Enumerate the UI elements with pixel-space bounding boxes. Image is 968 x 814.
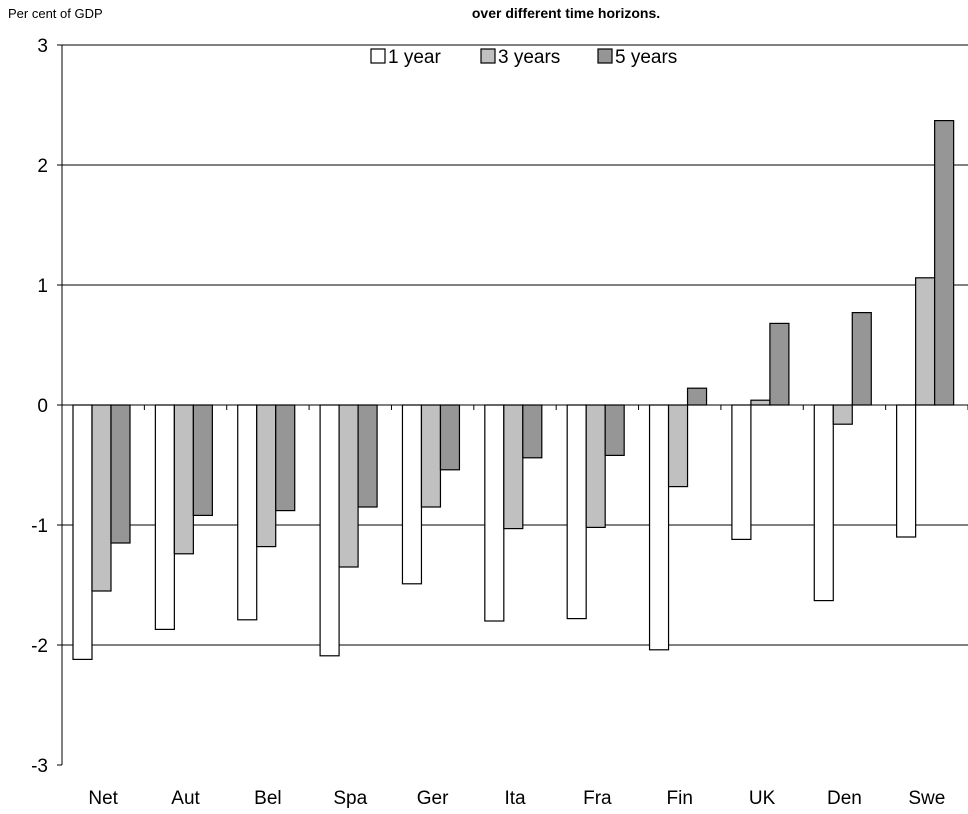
bar-spa-series-3 (357, 404, 378, 508)
x-tick-label: Aut (171, 788, 200, 809)
y-tick-label: -1 (31, 516, 48, 537)
legend-label: 3 years (498, 47, 560, 68)
bar-net-series-1 (72, 404, 93, 660)
bar-fra-series-2 (585, 404, 606, 529)
bar-ger-series-3 (439, 404, 461, 471)
bar-fin-series-3 (686, 387, 708, 406)
y-axis-label: Per cent of GDP (8, 6, 103, 21)
bar-fra-series-1 (566, 404, 587, 620)
bar-aut-series-3 (192, 404, 213, 517)
bar-fra-series-3 (604, 404, 625, 457)
bar-swe-series-3 (934, 119, 955, 406)
bar-swe-series-2 (915, 277, 936, 406)
bars (72, 119, 955, 660)
x-tick-label: Ita (504, 788, 526, 809)
legend: 1 year 3 years 5 years (370, 47, 677, 68)
bar-spa-series-1 (319, 404, 340, 657)
x-tick-label: UK (749, 788, 776, 809)
bar-ita-series-2 (503, 404, 524, 530)
x-tick-label: Spa (333, 788, 367, 809)
bar-den-series-2 (832, 404, 853, 425)
bar-bel-series-2 (256, 404, 277, 548)
legend-label: 1 year (388, 47, 441, 68)
x-tick-label: Swe (908, 788, 945, 809)
bar-net-series-2 (91, 404, 112, 592)
legend-swatch (370, 48, 386, 64)
bar-ger-series-1 (401, 404, 423, 585)
bar-spa-series-2 (338, 404, 359, 568)
bar-den-series-1 (813, 404, 834, 602)
legend-swatch (597, 48, 613, 64)
bar-ger-series-2 (420, 404, 442, 508)
y-tick-label: 2 (37, 156, 48, 177)
bar-bel-series-3 (275, 404, 296, 512)
y-tick-label: -3 (31, 756, 48, 777)
legend-swatch (480, 48, 496, 64)
x-tick-labels: Net Aut Bel Spa Ger Ita Fra Fin UK Den Swe (88, 788, 945, 809)
bar-swe-series-1 (896, 404, 917, 538)
bar-den-series-3 (851, 312, 872, 406)
y-tick-label: 3 (37, 36, 48, 57)
bar-ita-series-3 (522, 404, 543, 459)
y-tick-label: -2 (31, 636, 48, 657)
x-tick-label: Ger (417, 788, 449, 809)
bar-net-series-3 (110, 404, 131, 544)
y-tick-labels: 3 2 1 0 -1 -2 -3 (31, 36, 48, 777)
bar-aut-series-2 (173, 404, 194, 555)
y-tick-label: 0 (37, 396, 48, 417)
x-tick-label: Den (827, 788, 862, 809)
chart-title: over different time horizons. (472, 5, 660, 21)
legend-label: 5 years (615, 47, 677, 68)
bar-aut-series-1 (154, 404, 175, 630)
bar-uk-series-2 (750, 399, 771, 406)
bar-fin-series-1 (648, 404, 670, 651)
x-tick-label: Net (88, 788, 118, 809)
bar-uk-series-3 (769, 322, 790, 406)
x-tick-label: Bel (254, 788, 281, 809)
bar-bel-series-1 (237, 404, 258, 621)
bar-fin-series-2 (667, 404, 689, 488)
bar-uk-series-1 (731, 404, 752, 540)
y-tick-label: 1 (37, 276, 48, 297)
x-tick-label: Fra (583, 788, 612, 809)
axes (57, 44, 968, 766)
x-tick-label: Fin (667, 788, 693, 809)
bar-ita-series-1 (484, 404, 505, 622)
